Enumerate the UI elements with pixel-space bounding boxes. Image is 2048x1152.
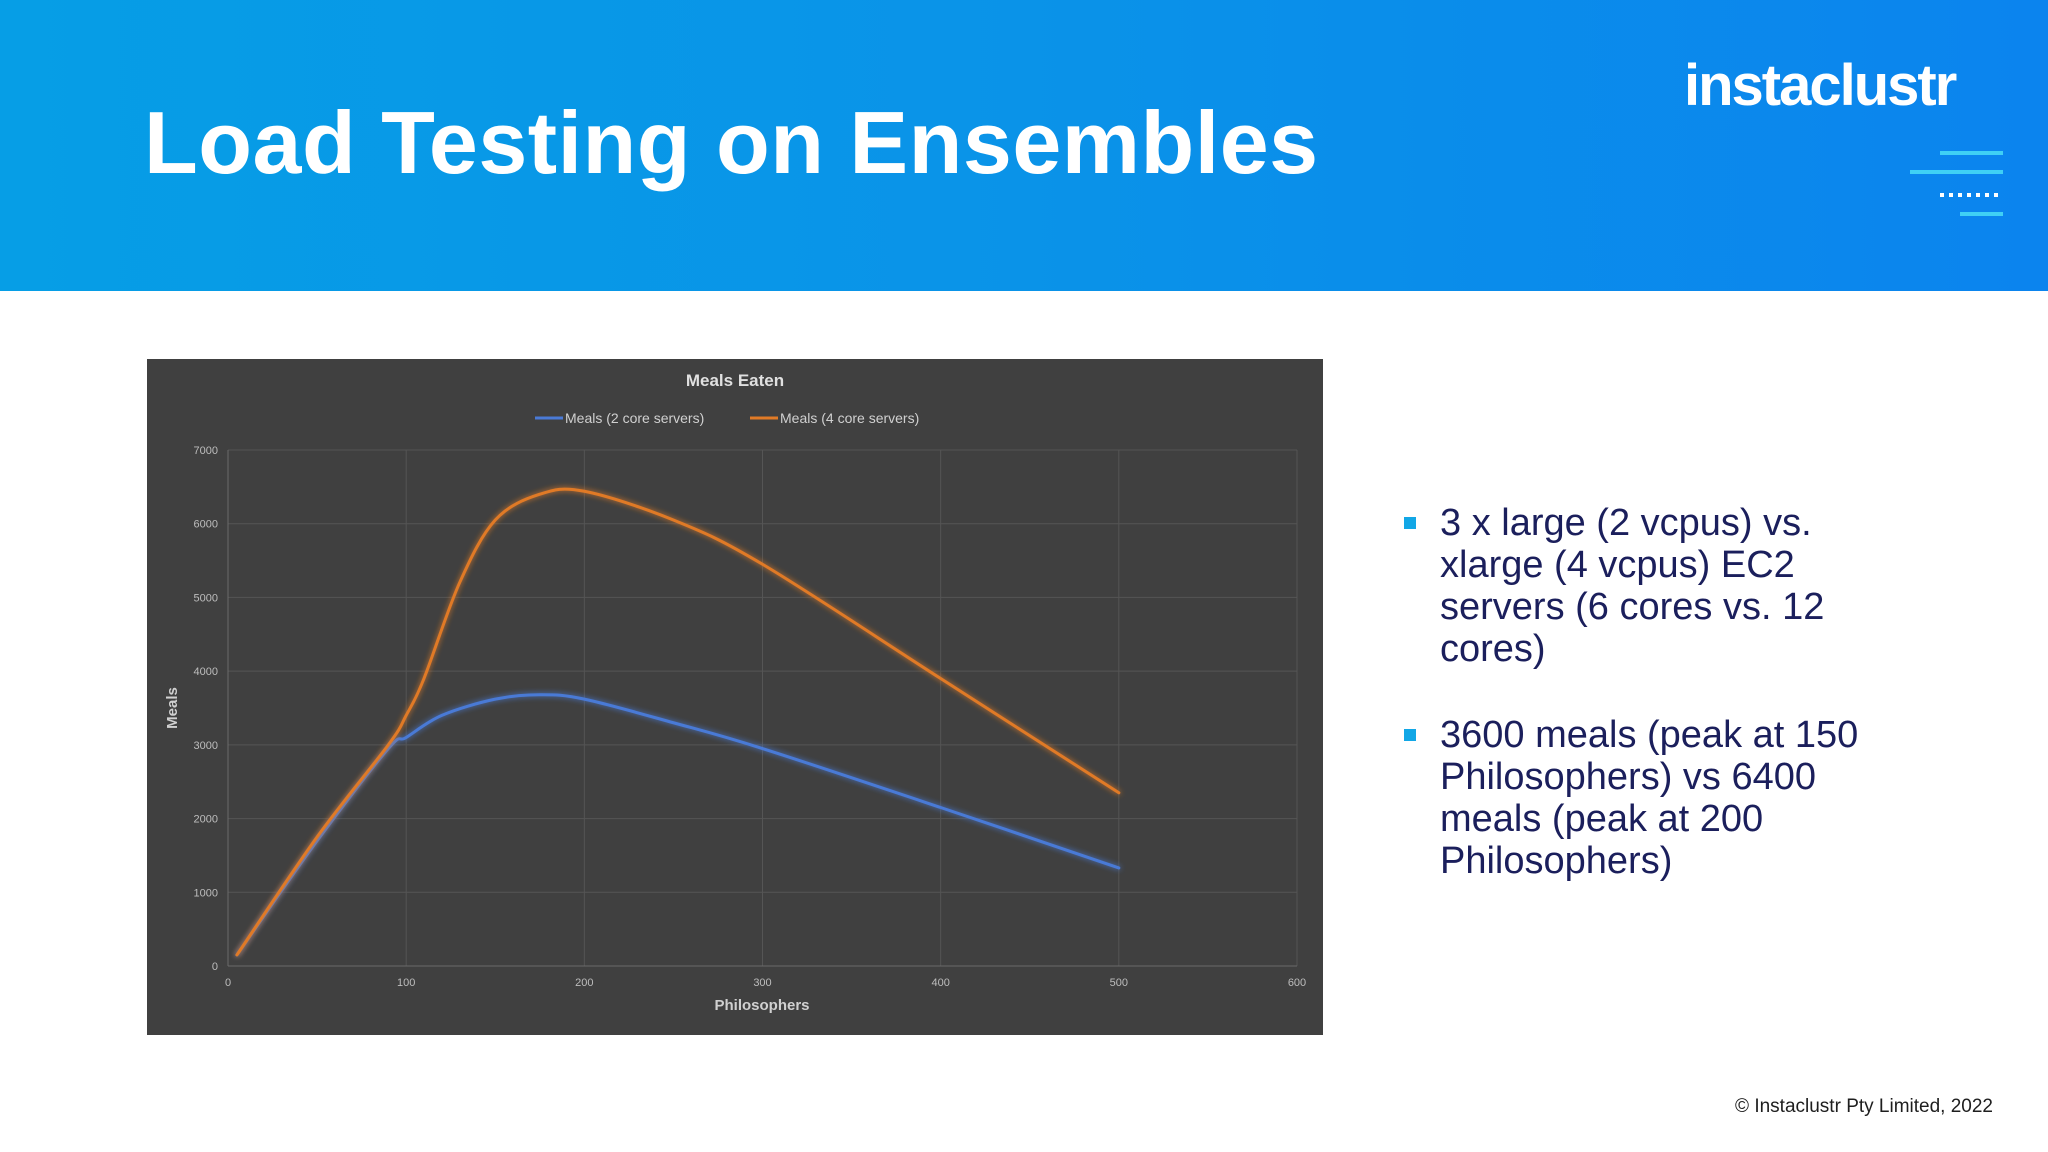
series-line bbox=[235, 487, 1121, 957]
legend-entry: Meals (2 core servers) bbox=[565, 410, 704, 426]
legend-entry: Meals (4 core servers) bbox=[780, 410, 919, 426]
x-tick-label: 600 bbox=[1288, 977, 1306, 989]
bullet-item: 3 x large (2 vcpus) vs. xlarge (4 vcpus)… bbox=[1404, 502, 1924, 670]
bullet-marker-icon bbox=[1404, 729, 1416, 741]
bullet-text: 3600 meals (peak at 150 Philosophers) vs… bbox=[1440, 714, 1859, 882]
y-tick-label: 0 bbox=[212, 961, 218, 973]
y-axis-label: Meals bbox=[164, 687, 181, 729]
y-tick-label: 2000 bbox=[194, 814, 218, 826]
y-tick-label: 5000 bbox=[194, 592, 218, 604]
copyright-notice: © Instaclustr Pty Limited, 2022 bbox=[1735, 1096, 1993, 1117]
meals-eaten-chart: 0 1000 2000 3000 4000 5000 6000 7000 0 100 200 300 4… bbox=[164, 371, 1306, 1014]
x-tick-label: 100 bbox=[397, 977, 415, 989]
logo-lines-icon bbox=[1910, 151, 2003, 216]
bullet-item: 3600 meals (peak at 150 Philosophers) vs… bbox=[1404, 714, 1924, 882]
y-tick-label: 6000 bbox=[194, 519, 218, 531]
y-tick-label: 3000 bbox=[194, 740, 218, 752]
header-banner: Load Testing on Ensembles instaclustr bbox=[0, 0, 2048, 291]
instaclustr-logo: instaclustr bbox=[1684, 53, 1957, 118]
x-tick-label: 200 bbox=[575, 977, 593, 989]
x-tick-label: 500 bbox=[1110, 977, 1128, 989]
bullet-text: 3 x large (2 vcpus) vs. xlarge (4 vcpus)… bbox=[1440, 502, 1825, 670]
slide-title: Load Testing on Ensembles bbox=[144, 93, 1319, 192]
y-tick-label: 7000 bbox=[194, 445, 218, 457]
chart-title: Meals Eaten bbox=[686, 371, 784, 390]
y-tick-label: 4000 bbox=[194, 666, 218, 678]
bullet-list: 3 x large (2 vcpus) vs. xlarge (4 vcpus)… bbox=[1404, 502, 1924, 926]
x-tick-label: 300 bbox=[753, 977, 771, 989]
x-tick-label: 0 bbox=[225, 977, 231, 989]
series-line bbox=[235, 693, 1121, 957]
chart-container: 0 1000 2000 3000 4000 5000 6000 7000 0 100 200 300 4… bbox=[147, 359, 1323, 1035]
bullet-marker-icon bbox=[1404, 517, 1416, 529]
y-tick-label: 1000 bbox=[194, 887, 218, 899]
x-axis-label: Philosophers bbox=[714, 997, 809, 1014]
x-tick-label: 400 bbox=[931, 977, 949, 989]
